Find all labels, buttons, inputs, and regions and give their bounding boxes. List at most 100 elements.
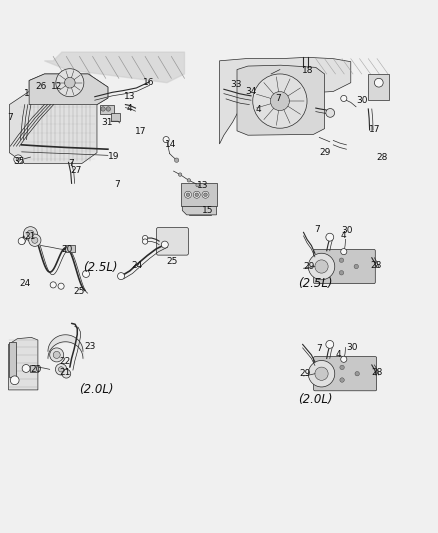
Circle shape xyxy=(64,77,75,88)
Circle shape xyxy=(50,282,56,288)
Text: 24: 24 xyxy=(131,261,142,270)
Circle shape xyxy=(339,378,343,382)
Bar xyxy=(30,365,38,373)
Circle shape xyxy=(18,238,25,245)
Circle shape xyxy=(354,372,359,376)
Text: 17: 17 xyxy=(134,127,146,136)
Circle shape xyxy=(174,158,178,163)
Text: 7: 7 xyxy=(275,93,281,102)
Polygon shape xyxy=(9,337,38,390)
Circle shape xyxy=(142,239,148,244)
Text: (2.0L): (2.0L) xyxy=(297,393,332,407)
Circle shape xyxy=(32,237,38,243)
Circle shape xyxy=(16,157,20,161)
Circle shape xyxy=(325,109,334,117)
Circle shape xyxy=(270,92,289,110)
Circle shape xyxy=(106,107,110,111)
Text: 7: 7 xyxy=(69,159,74,168)
Circle shape xyxy=(58,367,64,372)
Bar xyxy=(9,342,16,377)
Polygon shape xyxy=(182,206,216,215)
Circle shape xyxy=(339,271,343,275)
Text: 28: 28 xyxy=(370,261,381,270)
Text: 22: 22 xyxy=(60,358,71,366)
Text: (2.0L): (2.0L) xyxy=(79,383,113,397)
Circle shape xyxy=(353,264,358,269)
Text: 21: 21 xyxy=(25,232,36,241)
Text: 34: 34 xyxy=(245,87,256,96)
Circle shape xyxy=(161,241,168,248)
Text: 30: 30 xyxy=(341,226,352,235)
FancyBboxPatch shape xyxy=(156,228,188,255)
Text: 1: 1 xyxy=(24,89,30,98)
Text: 4: 4 xyxy=(127,104,132,114)
Circle shape xyxy=(307,360,334,387)
Circle shape xyxy=(339,258,343,262)
Circle shape xyxy=(186,193,189,197)
Text: 21: 21 xyxy=(60,368,71,377)
Text: 25: 25 xyxy=(166,257,177,266)
Text: 17: 17 xyxy=(368,125,380,134)
Circle shape xyxy=(325,341,333,349)
Text: 23: 23 xyxy=(85,342,96,351)
Text: 29: 29 xyxy=(319,148,330,157)
Circle shape xyxy=(14,155,22,164)
Circle shape xyxy=(187,179,190,182)
Text: 7: 7 xyxy=(316,344,321,353)
Bar xyxy=(100,104,113,114)
Text: 7: 7 xyxy=(113,180,119,189)
Text: 28: 28 xyxy=(371,368,382,377)
Circle shape xyxy=(203,193,207,197)
Circle shape xyxy=(82,270,89,278)
Circle shape xyxy=(28,234,41,246)
Circle shape xyxy=(194,193,198,197)
Text: 7: 7 xyxy=(313,225,319,234)
Circle shape xyxy=(22,365,30,373)
Circle shape xyxy=(195,183,199,187)
Text: 30: 30 xyxy=(355,96,367,104)
Circle shape xyxy=(339,365,343,369)
Circle shape xyxy=(340,95,346,101)
Circle shape xyxy=(162,136,169,143)
FancyBboxPatch shape xyxy=(313,249,374,284)
Circle shape xyxy=(340,356,346,362)
Text: 33: 33 xyxy=(230,80,241,90)
Polygon shape xyxy=(237,65,324,135)
Text: 16: 16 xyxy=(142,78,154,87)
Text: (2.5L): (2.5L) xyxy=(297,277,332,289)
Text: 13: 13 xyxy=(124,92,135,101)
Circle shape xyxy=(178,173,181,176)
Circle shape xyxy=(314,260,327,273)
Text: (2.5L): (2.5L) xyxy=(83,261,117,274)
Circle shape xyxy=(56,69,84,96)
Text: 14: 14 xyxy=(164,140,176,149)
Text: 7: 7 xyxy=(7,113,13,122)
Text: 4: 4 xyxy=(335,350,341,359)
Circle shape xyxy=(252,74,306,128)
Circle shape xyxy=(117,272,124,280)
Text: 28: 28 xyxy=(376,154,387,163)
Text: 19: 19 xyxy=(108,152,119,161)
Text: 18: 18 xyxy=(301,66,313,75)
Text: 15: 15 xyxy=(201,206,212,215)
Circle shape xyxy=(55,364,67,375)
FancyBboxPatch shape xyxy=(181,183,217,206)
Circle shape xyxy=(340,248,346,255)
Text: 20: 20 xyxy=(61,245,73,254)
Polygon shape xyxy=(219,58,350,144)
Text: 20: 20 xyxy=(30,365,41,374)
Circle shape xyxy=(58,283,64,289)
Circle shape xyxy=(62,369,71,378)
Text: 30: 30 xyxy=(345,343,357,352)
Text: 26: 26 xyxy=(35,82,46,91)
Text: 4: 4 xyxy=(339,231,345,240)
Circle shape xyxy=(325,233,333,241)
Circle shape xyxy=(307,253,334,280)
Circle shape xyxy=(27,230,34,237)
Text: 29: 29 xyxy=(303,262,314,271)
Circle shape xyxy=(193,191,200,198)
Circle shape xyxy=(142,236,148,241)
Circle shape xyxy=(11,376,19,385)
Text: 31: 31 xyxy=(101,118,112,127)
Polygon shape xyxy=(10,74,108,164)
